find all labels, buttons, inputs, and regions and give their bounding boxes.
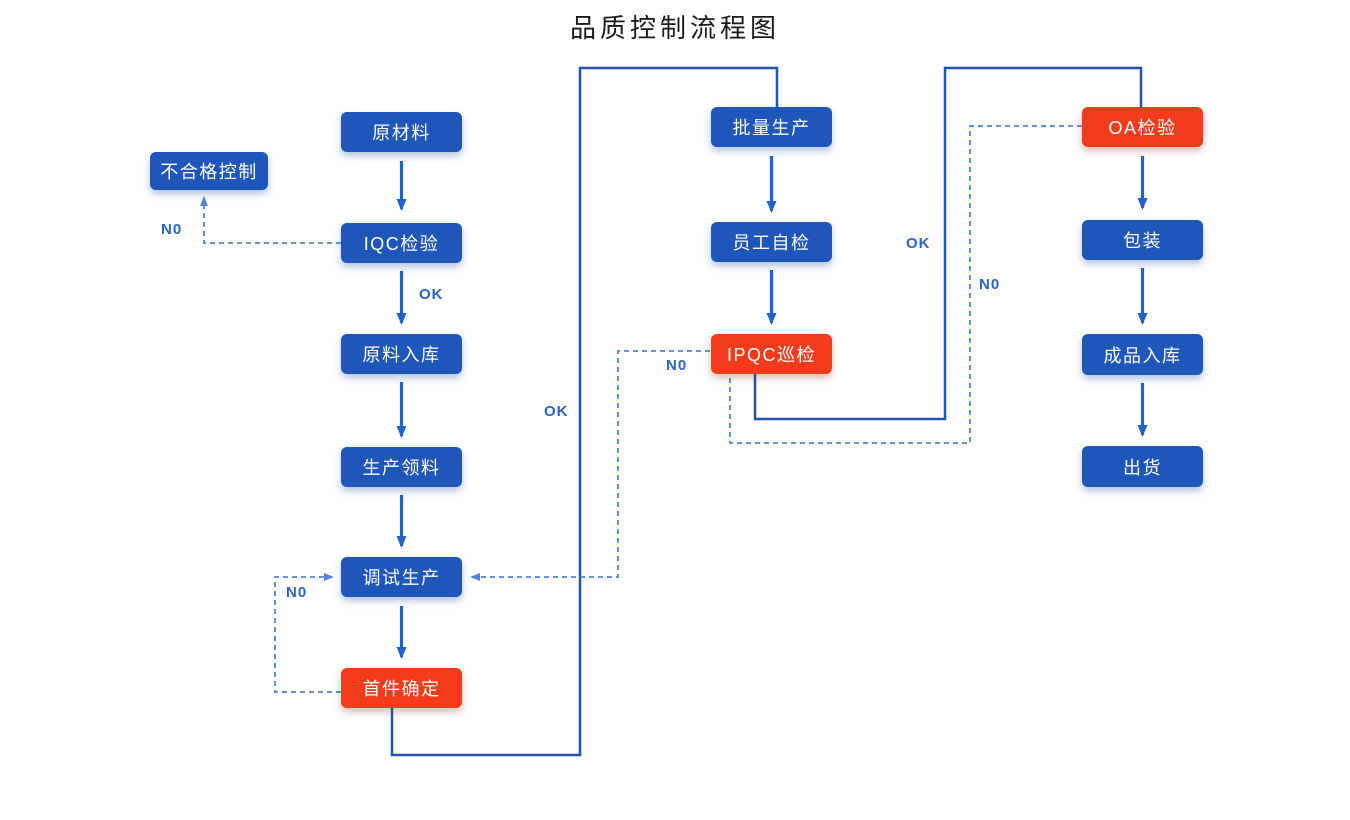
node-production-picking: 生产领料 <box>341 447 462 487</box>
node-ipqc-patrol: IPQC巡检 <box>711 334 832 374</box>
path-ok-ipqc-to-oa-inspection <box>753 66 1143 421</box>
page-title: 品质控制流程图 <box>569 14 780 43</box>
edge-label-ipqc-no: N0 <box>666 357 688 374</box>
node-shipping: 出货 <box>1082 446 1203 487</box>
dash-oa-no-to-ipqc <box>729 125 1082 444</box>
node-raw-material: 原材料 <box>341 112 462 152</box>
node-material-storage: 原料入库 <box>341 334 462 374</box>
node-first-article: 首件确定 <box>341 668 462 708</box>
dash-first-article-no-to-trial-production <box>274 573 341 693</box>
edge-label-ipqc-ok: OK <box>906 235 931 252</box>
edge-label-oa-no: N0 <box>979 276 1001 293</box>
node-defect-control: 不合格控制 <box>150 152 268 190</box>
dash-iqc-no-to-defect-control <box>200 196 341 244</box>
node-self-inspection: 员工自检 <box>711 222 832 262</box>
edge-label-first-article-no: N0 <box>286 584 308 601</box>
edge-label-iqc-no: N0 <box>161 221 183 238</box>
node-oa-inspection: OA检验 <box>1082 107 1203 147</box>
edge-label-first-article-ok: OK <box>544 403 569 420</box>
path-ok-first-article-to-batch-production <box>390 66 779 757</box>
edge-label-iqc-ok: OK <box>419 286 444 303</box>
node-batch-production: 批量生产 <box>711 107 832 147</box>
node-trial-production: 调试生产 <box>341 557 462 597</box>
dash-ipqc-no-to-trial-production <box>470 350 710 581</box>
node-finished-storage: 成品入库 <box>1082 334 1203 375</box>
node-packing: 包装 <box>1082 220 1203 260</box>
node-iqc-inspection: IQC检验 <box>341 223 462 263</box>
